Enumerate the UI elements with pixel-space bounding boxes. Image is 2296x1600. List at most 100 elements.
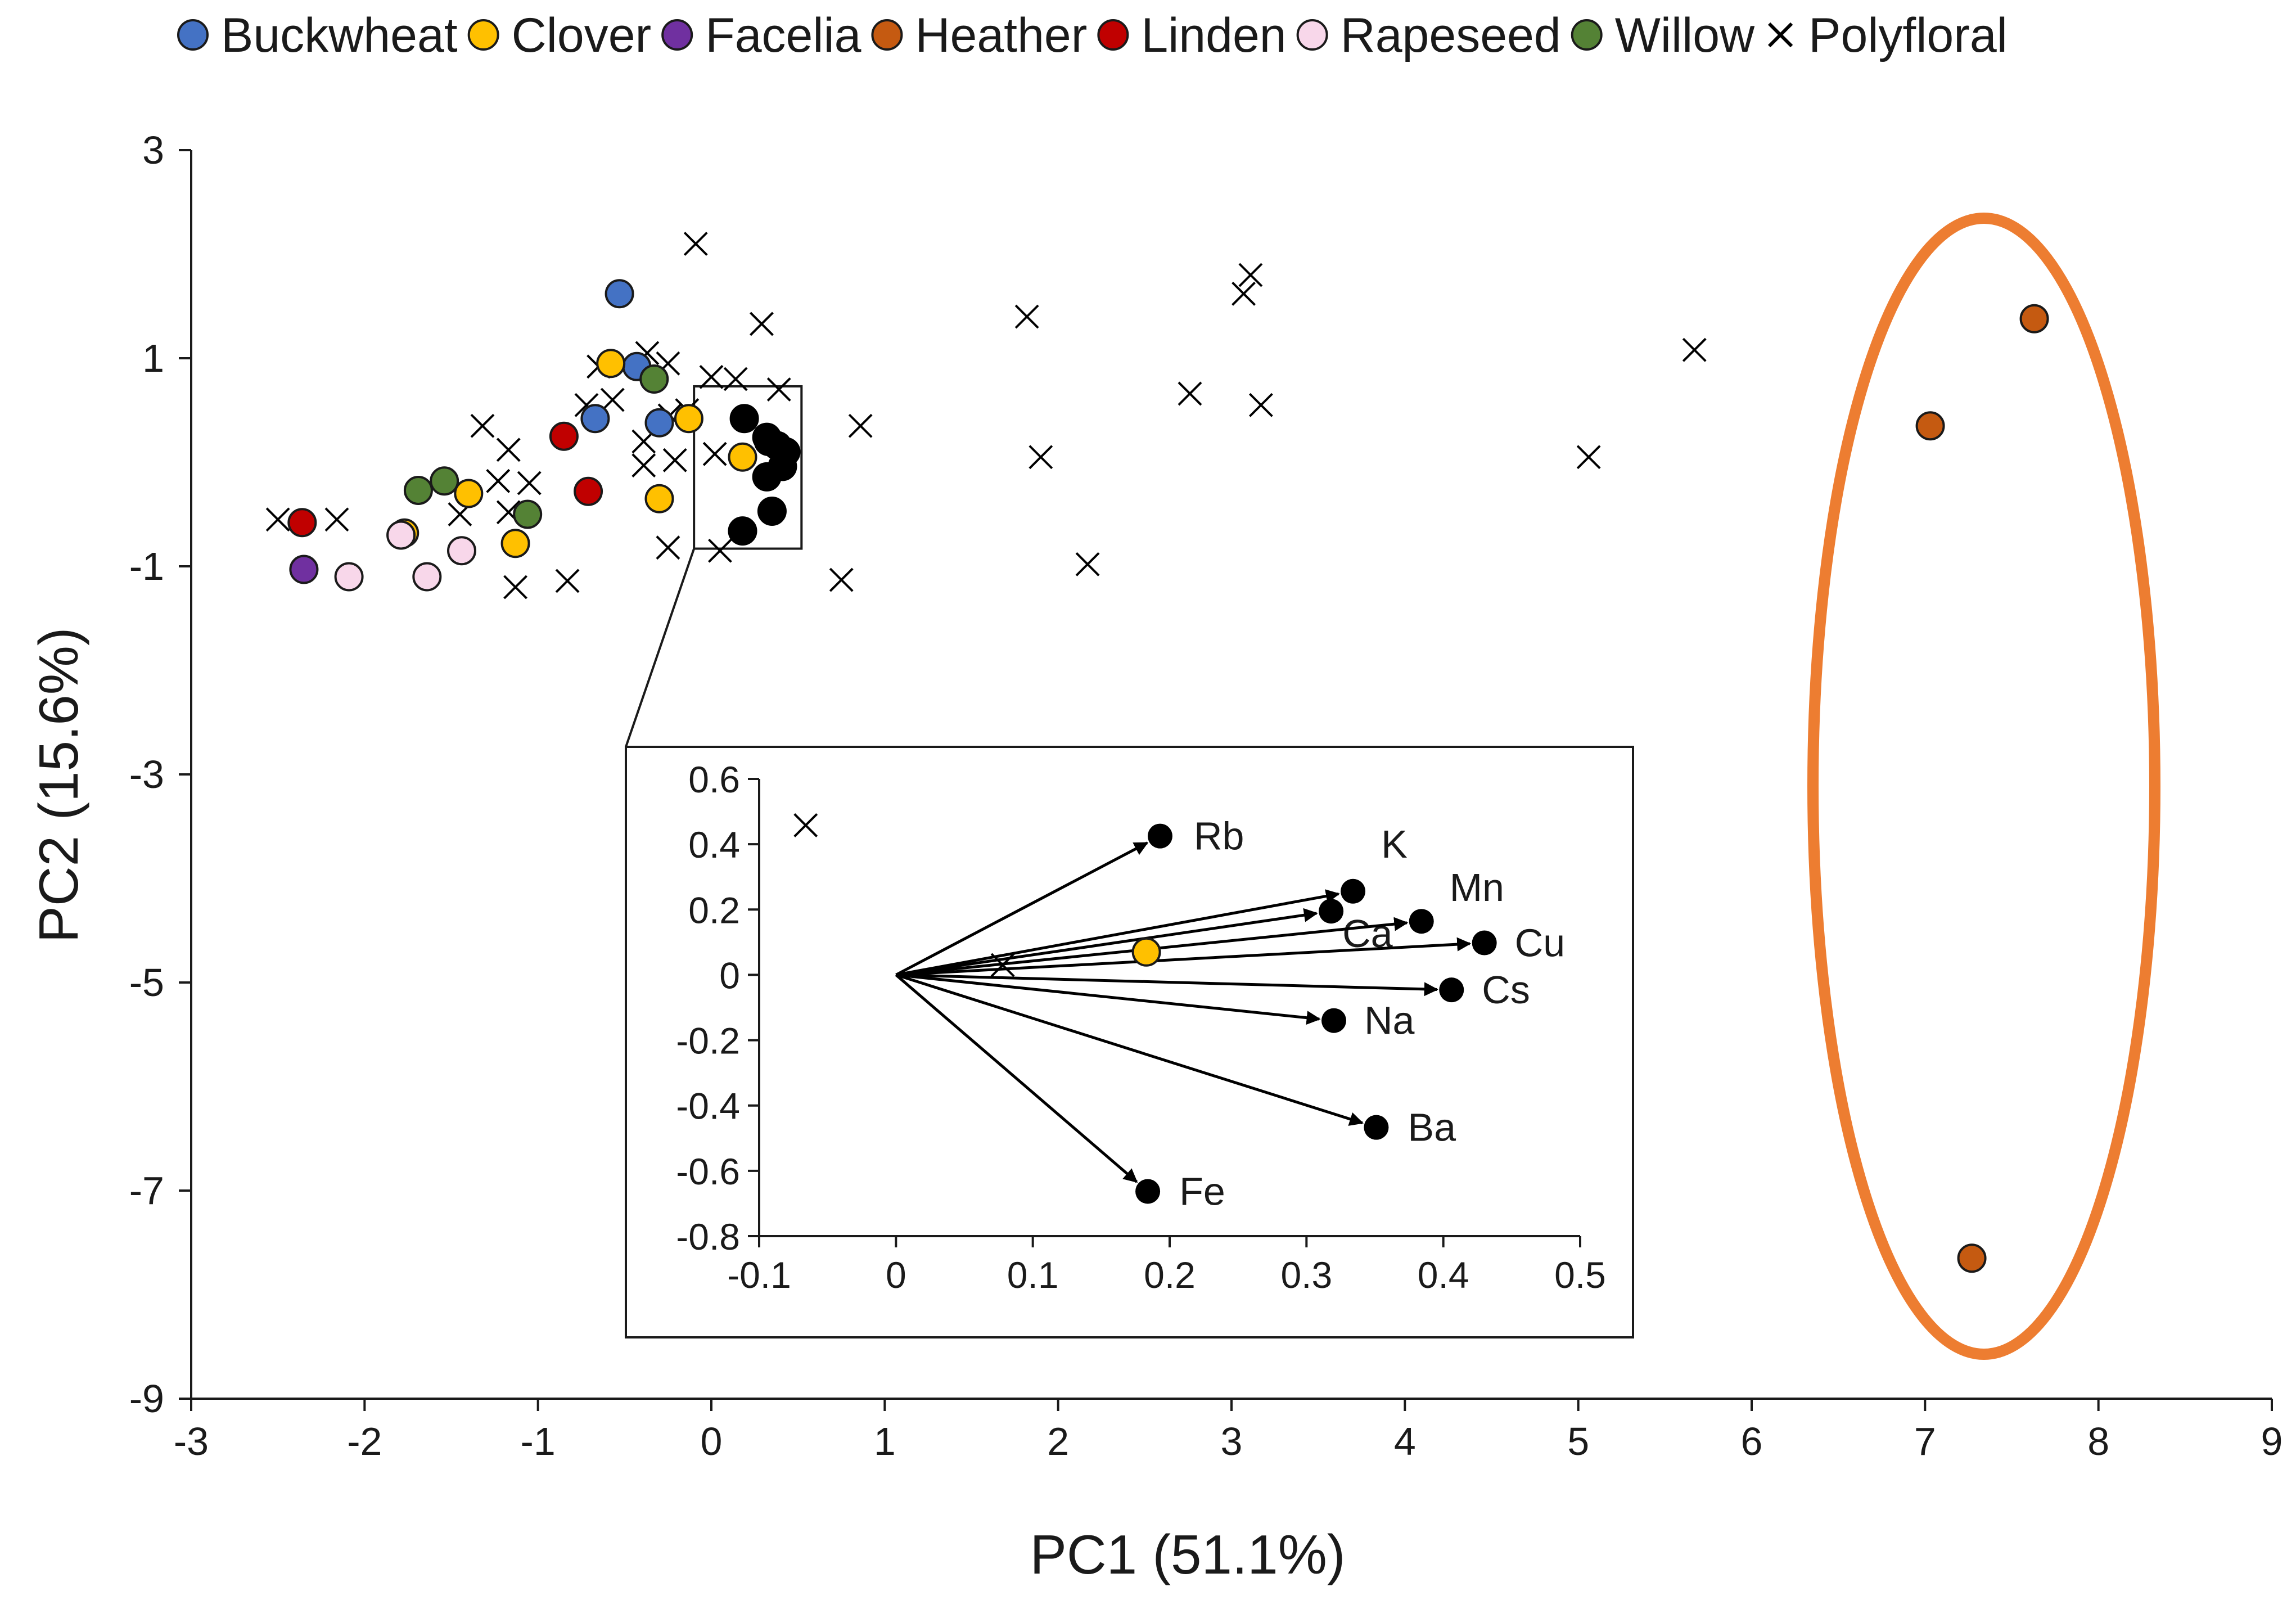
point-polyfloral-stroke-b [517, 471, 542, 495]
point-polyfloral [555, 569, 580, 593]
point-linden [287, 508, 317, 538]
point-polyfloral [496, 438, 521, 462]
point-rapeseed [334, 562, 364, 592]
legend-label-clover: Clover [512, 8, 652, 62]
point-polyfloral-stroke-b [631, 453, 656, 477]
loading-label-rb: Rb [1194, 814, 1244, 858]
legend-marker-polyfloral-stroke-b [1768, 22, 1793, 48]
point-polyfloral [600, 387, 625, 412]
inset-x-tick-label: 0.3 [1280, 1254, 1332, 1296]
point-polyfloral-stroke-b [1576, 445, 1601, 470]
point-clover [674, 404, 703, 434]
point-polyfloral [829, 567, 854, 592]
point-polyfloral [1682, 337, 1707, 362]
point-polyfloral-stroke-b [1249, 393, 1273, 417]
point-polyfloral-stroke-b [470, 413, 495, 438]
point-polyfloral-stroke-b [503, 575, 527, 600]
point-buckwheat [644, 408, 674, 438]
point-polyfloral-stroke-b [265, 507, 290, 532]
point-polyfloral [324, 507, 349, 532]
point-polyfloral [1576, 445, 1601, 470]
inset-point-clover [1131, 937, 1161, 967]
loading-dot-ba [1364, 1115, 1389, 1140]
point-polyfloral-stroke-b [1238, 263, 1263, 287]
loading-arrow-k [895, 889, 1340, 976]
point-polyfloral-stroke-b [766, 377, 791, 402]
point-polyfloral [1238, 263, 1263, 287]
legend-label-rapeseed: Rapeseed [1341, 8, 1561, 62]
inset-x-tick-label: -0.1 [727, 1254, 791, 1296]
point-rapeseed [447, 536, 476, 566]
x-tick-label: 5 [1567, 1419, 1589, 1463]
loading-dot-cs [1439, 977, 1464, 1003]
x-tick-label: -3 [174, 1419, 209, 1463]
loading-dot-mn [1409, 909, 1434, 934]
point-clover [596, 349, 626, 378]
x-tick-label: 7 [1914, 1419, 1936, 1463]
point-polyfloral-stroke-b [848, 413, 873, 438]
loading-label-na: Na [1364, 999, 1415, 1043]
y-tick-label: -5 [129, 961, 164, 1004]
point-rapeseed [412, 562, 442, 592]
point-polyfloral-stroke-b [656, 535, 680, 560]
y-tick-label: 3 [142, 128, 164, 172]
loading-dot-na [1321, 1008, 1346, 1033]
point-clover [454, 479, 484, 508]
point-polyfloral [848, 413, 873, 438]
inset-point-polyfloral [793, 813, 818, 837]
x-tick-label: 2 [1047, 1419, 1069, 1463]
y-tick-label: -7 [129, 1169, 164, 1213]
point-clover [728, 442, 757, 472]
zoom-loading-dot [729, 404, 759, 434]
zoom-loading-dot [728, 516, 757, 546]
inset-y-tick-label: 0.6 [688, 759, 740, 800]
legend: Buckwheat Clover Facelia Heather Linden Rapes… [177, 8, 2008, 62]
point-polyfloral [470, 413, 495, 438]
legend-label-willow: Willow [1615, 8, 1755, 62]
legend-marker-willow [1571, 19, 1603, 51]
loading-arrow-fe [895, 973, 1138, 1183]
legend-marker-heather [871, 19, 903, 51]
inset-y-tick-label: -0.6 [676, 1151, 740, 1192]
loading-arrow-ba [895, 973, 1364, 1126]
point-polyfloral [699, 364, 724, 389]
point-polyfloral-stroke-b [708, 538, 732, 563]
point-linden [549, 421, 579, 451]
point-polyfloral-stroke-b [683, 232, 708, 256]
inset-x-tick-label: 0.1 [1007, 1254, 1059, 1296]
loading-dot-cu [1472, 930, 1497, 956]
point-polyfloral-stroke-b [723, 367, 748, 391]
x-tick-label: -1 [521, 1419, 556, 1463]
point-polyfloral [631, 453, 656, 477]
point-polyfloral-stroke-b [555, 569, 580, 593]
loading-arrow-cs [896, 973, 1438, 997]
point-polyfloral-stroke-b [600, 387, 625, 412]
point-polyfloral [708, 538, 732, 563]
point-polyfloral-stroke-b [1682, 337, 1707, 362]
inset-y-tick-label: 0.4 [688, 824, 740, 866]
point-polyfloral [702, 441, 727, 466]
point-polyfloral-stroke-b [496, 500, 521, 525]
zoom-box [625, 385, 803, 747]
point-polyfloral [750, 312, 774, 336]
point-polyfloral [1249, 393, 1273, 417]
point-polyfloral [486, 468, 511, 493]
point-polyfloral [1075, 552, 1100, 576]
point-polyfloral-stroke-b [699, 364, 724, 389]
legend-label-heather: Heather [915, 8, 1087, 62]
inset-y-tick-label: -0.8 [676, 1216, 740, 1258]
point-buckwheat [580, 404, 610, 434]
point-polyfloral [517, 471, 542, 495]
zoom-loading-dot [752, 462, 782, 492]
point-polyfloral [723, 367, 748, 391]
legend-marker-linden [1097, 19, 1129, 51]
loading-label-k: K [1381, 822, 1408, 866]
x-tick-label: 1 [874, 1419, 896, 1463]
legend-label-polyfloral: Polyfloral [1808, 8, 2008, 62]
point-polyfloral-stroke-b [750, 312, 774, 336]
point-polyfloral [683, 232, 708, 256]
point-polyfloral-stroke-b [829, 567, 854, 592]
point-heather [2019, 304, 2049, 333]
point-polyfloral [1014, 304, 1039, 329]
loading-label-cs: Cs [1482, 968, 1530, 1012]
